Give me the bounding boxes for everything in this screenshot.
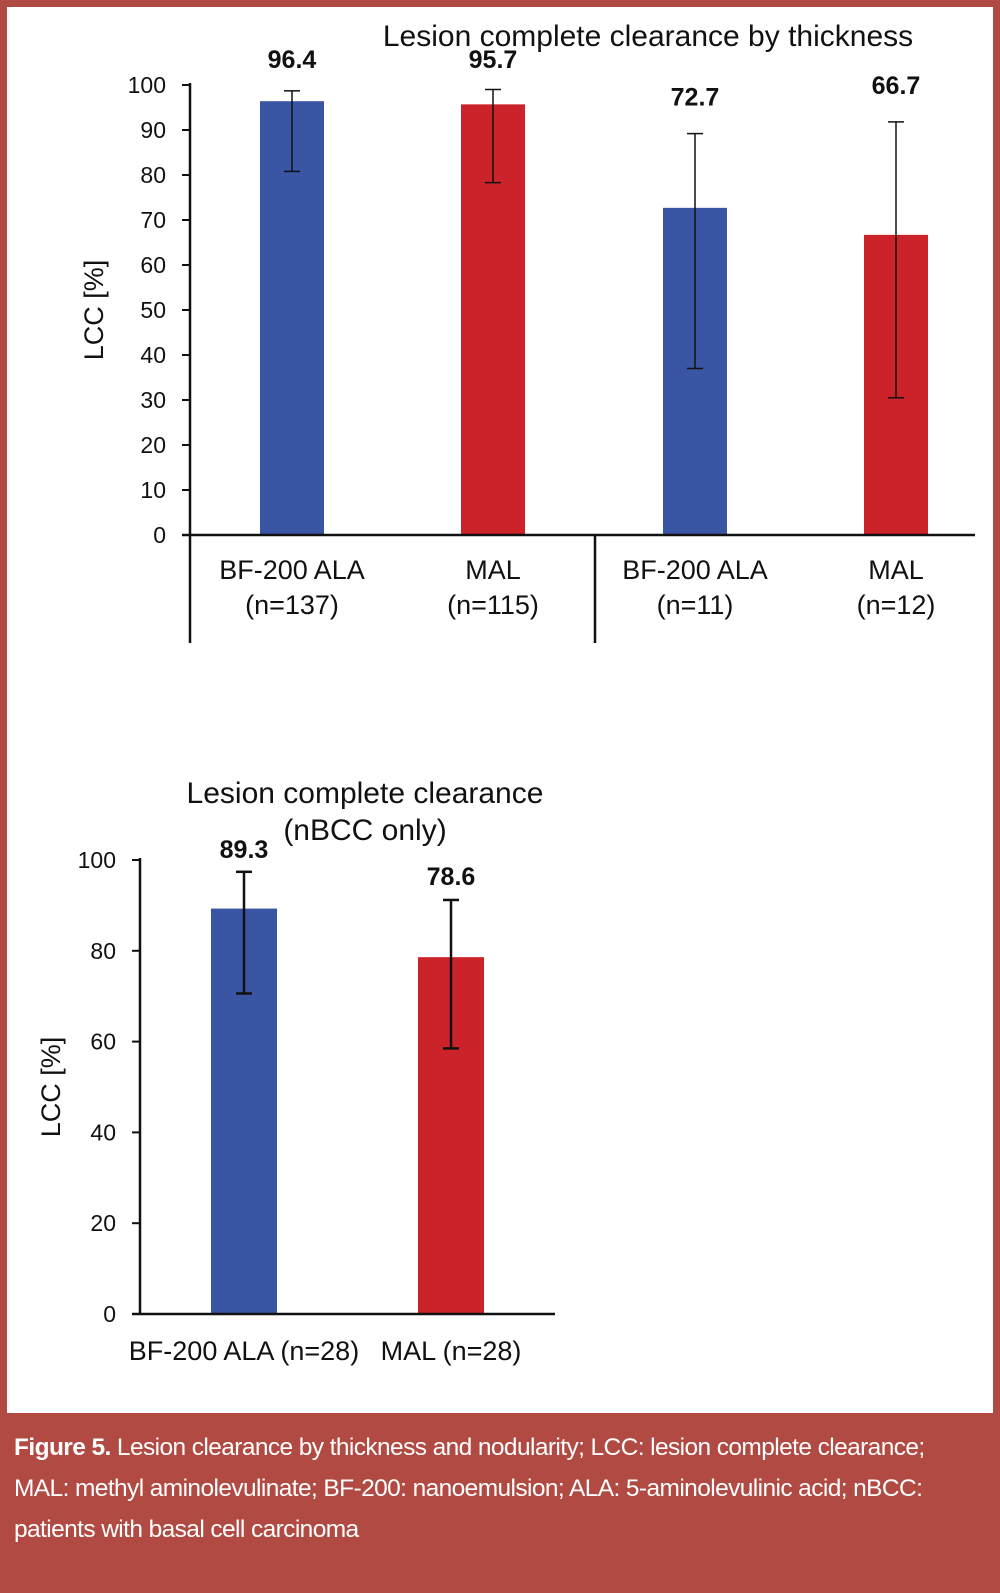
- y-tick-label: 0: [103, 1301, 116, 1327]
- data-label: 89.3: [220, 836, 269, 864]
- x-category-label: BF-200 ALA: [622, 555, 768, 585]
- data-label: 95.7: [469, 46, 518, 74]
- y-tick-label: 70: [140, 207, 166, 233]
- y-tick-label: 0: [153, 522, 166, 548]
- y-tick-label: 30: [140, 387, 166, 413]
- y-tick-label: 60: [140, 252, 166, 278]
- y-tick-label: 60: [90, 1029, 116, 1055]
- y-tick-label: 10: [140, 477, 166, 503]
- y-axis-label: LCC [%]: [79, 260, 109, 361]
- y-axis-label: LCC [%]: [36, 1037, 66, 1138]
- y-tick-label: 50: [140, 297, 166, 323]
- chart-title: Lesion complete clearance: [187, 777, 544, 810]
- x-category-label: MAL (n=28): [381, 1336, 522, 1366]
- figure-caption-label: Figure 5.: [14, 1434, 111, 1461]
- y-tick-label: 80: [90, 938, 116, 964]
- y-tick-label: 90: [140, 117, 166, 143]
- x-category-sublabel: (n=11): [657, 590, 734, 620]
- chart-title: Lesion complete clearance by thickness: [383, 20, 913, 53]
- x-category-label: BF-200 ALA: [219, 555, 365, 585]
- y-tick-label: 80: [140, 162, 166, 188]
- data-label: 78.6: [427, 863, 476, 891]
- y-tick-label: 20: [90, 1210, 116, 1236]
- x-category-sublabel: (n=115): [447, 590, 539, 620]
- data-label: 72.7: [671, 84, 720, 112]
- figure-charts: Lesion complete clearance by thickness LC…: [36, 20, 975, 1366]
- x-category-label: MAL: [465, 555, 521, 585]
- figure-caption: Figure 5. Lesion clearance by thickness …: [7, 1413, 993, 1586]
- chart-subtitle: (nBCC only): [283, 814, 446, 847]
- y-tick-label: 20: [140, 432, 166, 458]
- data-label: 96.4: [268, 46, 317, 74]
- bar: [260, 101, 324, 535]
- y-tick-label: 40: [90, 1119, 116, 1145]
- x-category-sublabel: (n=137): [245, 590, 339, 620]
- x-category-label: BF-200 ALA (n=28): [129, 1336, 359, 1366]
- x-category-label: MAL: [868, 555, 924, 585]
- x-category-sublabel: (n=12): [857, 590, 936, 620]
- y-tick-label: 40: [140, 342, 166, 368]
- y-tick-label: 100: [128, 72, 166, 98]
- y-tick-label: 100: [78, 847, 116, 873]
- figure-caption-text: Lesion clearance by thickness and nodula…: [14, 1434, 925, 1543]
- data-label: 66.7: [872, 72, 921, 100]
